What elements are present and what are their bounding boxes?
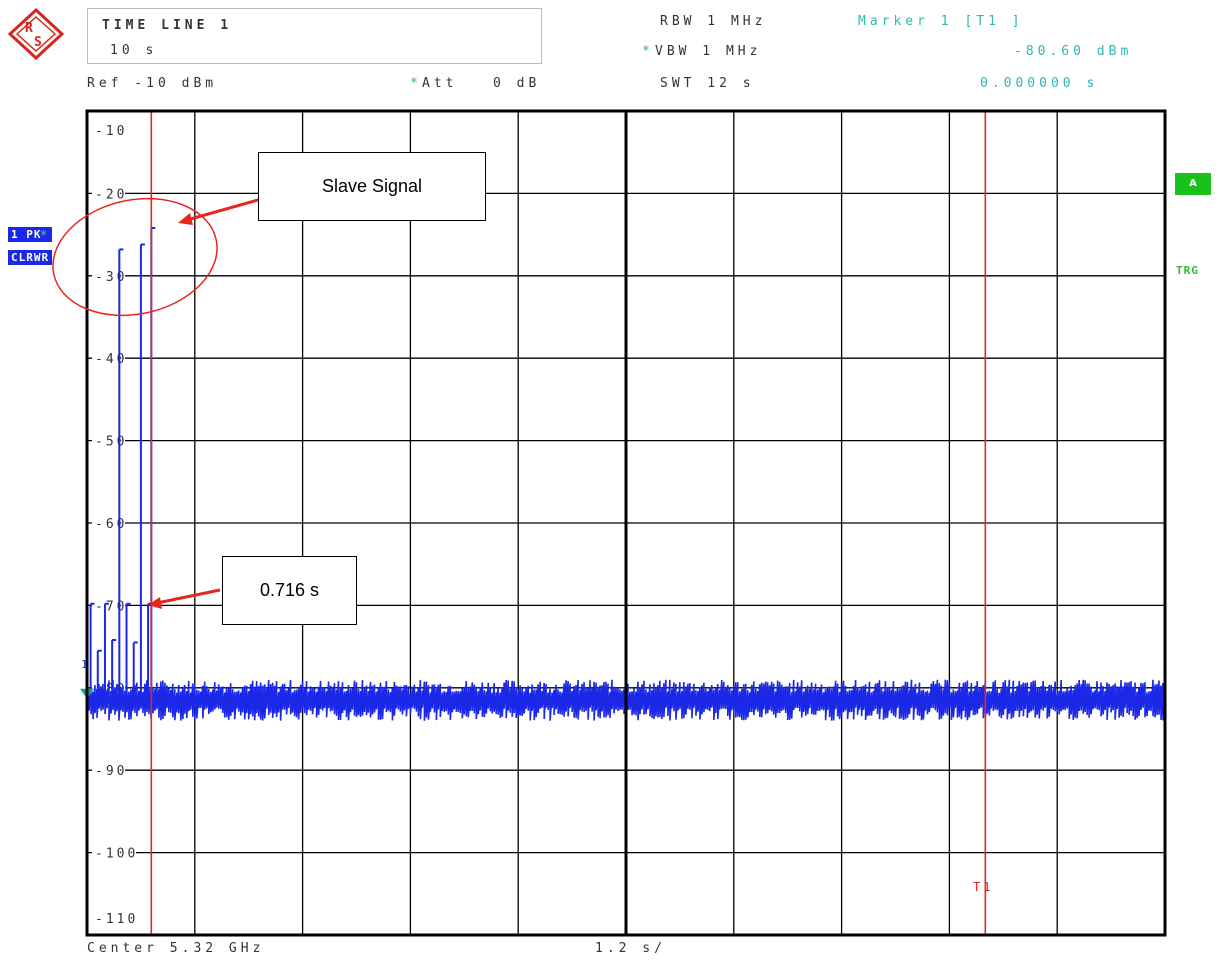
trace-star: * bbox=[40, 228, 48, 242]
slave-signal-ellipse bbox=[52, 197, 218, 317]
time-arrow bbox=[156, 588, 221, 605]
y-tick-label: -70 bbox=[95, 599, 127, 614]
y-tick-label: -100 bbox=[95, 847, 138, 862]
marker-label: Marker 1 [T1 ] bbox=[858, 14, 1024, 29]
attenuation: Att 0 dB bbox=[422, 76, 541, 91]
swt-label: SWT 12 s bbox=[660, 76, 755, 91]
chart-subtitle: 10 s bbox=[110, 43, 158, 58]
slave-signal-text: Slave Signal bbox=[321, 176, 423, 196]
y-tick-label-bg bbox=[92, 845, 136, 861]
y-tick-label: -20 bbox=[95, 187, 127, 202]
rbw-label: RBW 1 MHz bbox=[660, 14, 767, 29]
slave-signal-arrow bbox=[186, 194, 273, 222]
y-tick-label-bg bbox=[92, 186, 125, 202]
y-tick-label: -110 bbox=[95, 912, 138, 927]
y-tick-label: -90 bbox=[95, 764, 127, 779]
marker-level: -80.60 dBm bbox=[1014, 44, 1133, 59]
trigger-indicator: TRG bbox=[1176, 264, 1199, 277]
slave-signal-callout: Slave Signal bbox=[258, 152, 486, 221]
time-callout: 0.716 s bbox=[222, 556, 357, 625]
svg-text:S: S bbox=[34, 35, 42, 50]
marker-1-label: 1 bbox=[81, 658, 88, 671]
svg-text:R: R bbox=[25, 21, 33, 36]
slave-signal-arrowhead bbox=[178, 213, 193, 225]
y-tick-label: -40 bbox=[95, 352, 127, 367]
y-tick-label-bg bbox=[92, 351, 125, 367]
chart-title: TIME LINE 1 bbox=[102, 18, 233, 33]
y-tick-label-bg bbox=[92, 763, 125, 779]
marker-time: 0.000000 s bbox=[980, 76, 1099, 91]
time-callout-text: 0.716 s bbox=[259, 580, 320, 600]
trace-mode: CLRWR bbox=[11, 251, 50, 264]
trace-a-badge: A bbox=[1175, 173, 1211, 195]
y-tick-label-bg bbox=[92, 268, 125, 284]
y-tick-label-bg bbox=[92, 123, 125, 138]
y-tick-label-bg bbox=[92, 433, 125, 449]
title-box: TIME LINE 1 10 s bbox=[87, 8, 542, 64]
y-tick-label-bg bbox=[92, 911, 136, 926]
trace-mode-tag: CLRWR bbox=[8, 250, 52, 265]
vbw-star: * bbox=[642, 44, 650, 59]
trace-id: 1 PK bbox=[11, 228, 42, 241]
center-frequency: Center 5.32 GHz bbox=[87, 941, 265, 956]
y-tick-label-bg bbox=[92, 516, 125, 531]
y-tick-label: -50 bbox=[95, 435, 127, 450]
rohde-schwarz-logo: R S bbox=[7, 8, 65, 60]
y-tick-label-bg bbox=[92, 598, 125, 614]
ref-level: Ref -10 dBm bbox=[87, 76, 218, 91]
y-tick-label: -30 bbox=[95, 270, 127, 285]
t1-label: T1 bbox=[973, 880, 993, 894]
y-tick-label: -10 bbox=[95, 124, 127, 139]
att-star: * bbox=[410, 76, 418, 91]
trace-id-tag: 1 PK bbox=[8, 227, 52, 242]
vbw-label: VBW 1 MHz bbox=[655, 44, 762, 59]
y-tick-label: -60 bbox=[95, 517, 127, 532]
time-arrowhead bbox=[148, 597, 162, 609]
time-per-division: 1.2 s/ bbox=[595, 941, 666, 956]
